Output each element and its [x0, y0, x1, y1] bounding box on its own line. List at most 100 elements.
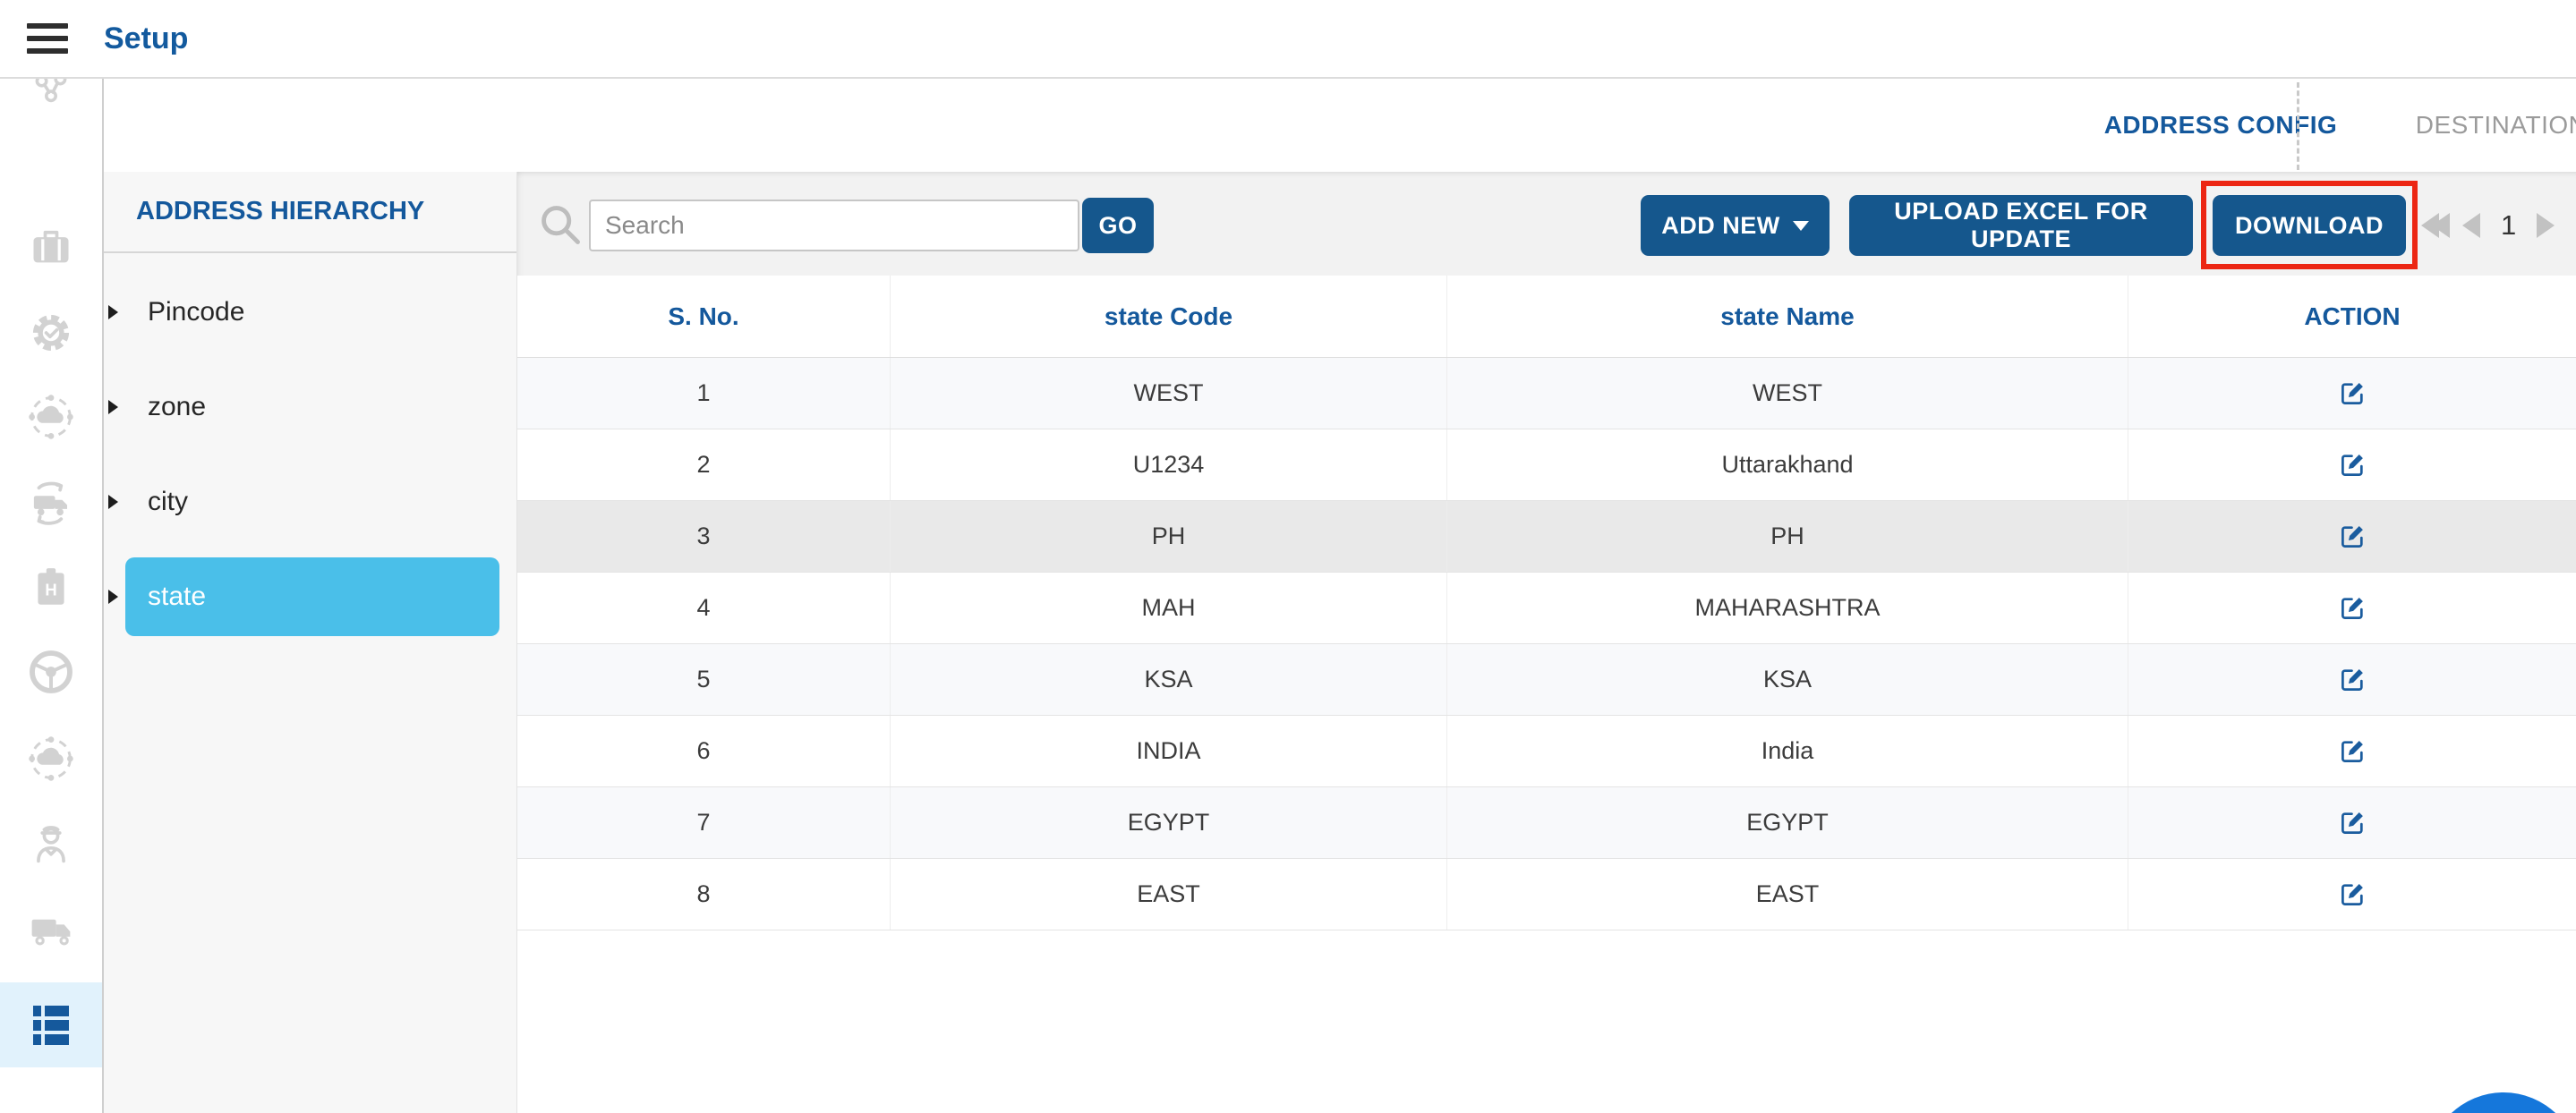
edit-row-button[interactable]	[2339, 809, 2367, 837]
clipboard-h-icon[interactable]: H	[0, 544, 102, 629]
driver-icon[interactable]	[0, 802, 102, 887]
selection-pill	[125, 557, 499, 636]
cell-state-code: INDIA	[891, 716, 1447, 786]
hierarchy-item[interactable]: Pincode	[104, 265, 517, 360]
table-body: 1 WEST WEST 2 U1234	[517, 358, 2576, 930]
settings-gear-icon[interactable]	[0, 290, 102, 375]
cell-sno: 5	[517, 644, 891, 715]
search-icon	[537, 201, 584, 252]
cell-state-code: MAH	[891, 573, 1447, 643]
column-header-sno: S. No.	[517, 276, 891, 357]
search-input[interactable]	[589, 200, 1079, 251]
cell-state-code: U1234	[891, 429, 1447, 500]
edit-row-button[interactable]	[2339, 880, 2367, 908]
triangle-bullet-icon	[108, 590, 118, 604]
column-header-state-code: state Code	[891, 276, 1447, 357]
tab-separator	[2297, 82, 2299, 170]
table-row: 5 KSA KSA	[517, 644, 2576, 716]
edit-row-button[interactable]	[2339, 666, 2367, 693]
triangle-bullet-icon	[108, 495, 118, 509]
cell-sno: 7	[517, 787, 891, 858]
cell-state-name: EGYPT	[1447, 787, 2128, 858]
hierarchy-item-label: state	[148, 582, 207, 611]
pagination: 1	[2415, 195, 2561, 256]
briefcase-icon[interactable]	[0, 204, 102, 289]
upload-excel-button[interactable]: UPLOAD EXCEL FOR UPDATE	[1849, 195, 2193, 256]
cell-action	[2128, 787, 2576, 858]
cell-sno: 8	[517, 859, 891, 930]
edit-icon	[2341, 812, 2363, 834]
cell-sno: 4	[517, 573, 891, 643]
table-row: 1 WEST WEST	[517, 358, 2576, 429]
next-page-icon[interactable]	[2537, 213, 2555, 238]
location-ring-icon[interactable]	[0, 1090, 102, 1113]
page-title: Setup	[104, 21, 189, 55]
cell-action	[2128, 429, 2576, 500]
tab-address-config[interactable]: ADDRESS CONFIG	[2103, 111, 2338, 139]
hierarchy-item[interactable]: city	[104, 455, 517, 549]
cell-state-code: EAST	[891, 859, 1447, 930]
chevron-down-icon	[1792, 220, 1809, 231]
cloud-network-icon[interactable]	[0, 374, 102, 459]
cell-state-code: PH	[891, 501, 1447, 572]
cell-action	[2128, 358, 2576, 429]
address-list-icon-active[interactable]	[0, 982, 102, 1067]
cell-sno: 3	[517, 501, 891, 572]
hierarchy-item[interactable]: zone	[104, 360, 517, 455]
svg-text:H: H	[45, 580, 57, 599]
edit-row-button[interactable]	[2339, 451, 2367, 479]
hierarchy-list: Pincode zone city state	[104, 265, 517, 644]
triangle-bullet-icon	[108, 305, 118, 319]
edit-icon	[2341, 455, 2363, 476]
cell-sno: 6	[517, 716, 891, 786]
first-page-icon[interactable]	[2421, 213, 2450, 238]
tab-destination-type[interactable]: DESTINATION TYPE	[2415, 111, 2576, 139]
cell-state-name: India	[1447, 716, 2128, 786]
edit-icon	[2341, 383, 2363, 404]
edit-row-button[interactable]	[2339, 737, 2367, 765]
page-number: 1	[2501, 209, 2517, 241]
config-tabs: ADDRESS CONFIG DESTINATION TYPE	[104, 79, 2576, 172]
triangle-bullet-icon	[108, 400, 118, 414]
hierarchy-item-label: Pincode	[148, 297, 245, 327]
column-header-action: ACTION	[2304, 302, 2401, 330]
floating-action-button[interactable]	[2427, 1092, 2576, 1113]
cell-state-name: Uttarakhand	[1447, 429, 2128, 500]
cell-state-code: WEST	[891, 358, 1447, 429]
add-new-button[interactable]: ADD NEW	[1641, 195, 1830, 256]
edit-icon	[2341, 884, 2363, 905]
cell-state-name: PH	[1447, 501, 2128, 572]
address-hierarchy-panel: ADDRESS HIERARCHY Pincode zone	[104, 172, 517, 1113]
edit-row-button[interactable]	[2339, 379, 2367, 407]
edit-icon	[2341, 669, 2363, 691]
table-row: 2 U1234 Uttarakhand	[517, 429, 2576, 501]
truck-return-icon[interactable]	[0, 459, 102, 544]
panel-title: ADDRESS HIERARCHY	[104, 172, 516, 253]
cell-state-name: MAHARASHTRA	[1447, 573, 2128, 643]
state-table: S. No. state Code state Name ACTION 1 WE…	[517, 276, 2576, 930]
edit-row-button[interactable]	[2339, 523, 2367, 550]
cell-sno: 1	[517, 358, 891, 429]
cell-state-name: KSA	[1447, 644, 2128, 715]
steering-wheel-icon[interactable]	[0, 629, 102, 714]
edit-row-button[interactable]	[2339, 594, 2367, 622]
cell-sno: 2	[517, 429, 891, 500]
icon-rail: H	[0, 72, 104, 1113]
truck-icon[interactable]	[0, 887, 102, 972]
cell-state-code: EGYPT	[891, 787, 1447, 858]
cell-action	[2128, 859, 2576, 930]
previous-page-icon[interactable]	[2462, 213, 2480, 238]
download-button[interactable]: DOWNLOAD	[2213, 195, 2406, 256]
hierarchy-item-label: zone	[148, 392, 207, 421]
edit-icon	[2341, 741, 2363, 762]
cell-state-name: EAST	[1447, 859, 2128, 930]
hamburger-menu-icon[interactable]	[27, 23, 68, 54]
cell-action	[2128, 716, 2576, 786]
table-row: 7 EGYPT EGYPT	[517, 787, 2576, 859]
hierarchy-item[interactable]: state	[104, 549, 517, 644]
table-row: 6 INDIA India	[517, 716, 2576, 787]
go-button[interactable]: GO	[1082, 198, 1154, 253]
top-bar: Setup	[0, 0, 2576, 79]
cloud-network-icon[interactable]	[0, 716, 102, 801]
cell-state-code: KSA	[891, 644, 1447, 715]
